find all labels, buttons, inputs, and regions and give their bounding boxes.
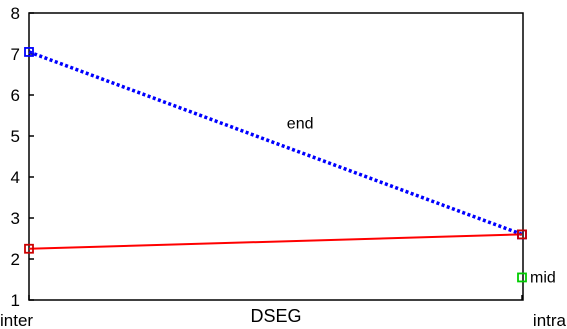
data-point	[517, 229, 527, 240]
x-tick-label: inter	[0, 311, 33, 329]
series-line-end	[28, 50, 523, 237]
series-label-end: end	[287, 115, 314, 132]
y-tick-label: 8	[11, 4, 20, 23]
y-tick-label: 3	[11, 209, 20, 228]
y-tick-label: 1	[11, 291, 20, 310]
plot-frame	[28, 12, 524, 301]
series-line-unlabeled	[28, 233, 523, 250]
series-labels: end mid	[287, 115, 556, 286]
series-lines	[28, 50, 523, 250]
data-point	[517, 272, 527, 283]
y-tick-label: 6	[11, 86, 20, 105]
y-tick-label: 2	[11, 250, 20, 269]
series-label-mid: mid	[530, 269, 556, 286]
y-axis: 1 2 3 4 5 6 7 8	[11, 4, 34, 310]
data-point	[24, 47, 34, 57]
x-axis-title: DSEG	[250, 306, 301, 326]
series-points	[24, 47, 527, 283]
y-tick-label: 4	[11, 168, 20, 187]
y-tick-label: 7	[11, 45, 20, 64]
x-tick-label: intra	[533, 311, 567, 329]
data-point	[24, 243, 34, 254]
y-tick-label: 5	[11, 127, 20, 146]
x-axis: inter intra	[0, 295, 567, 329]
